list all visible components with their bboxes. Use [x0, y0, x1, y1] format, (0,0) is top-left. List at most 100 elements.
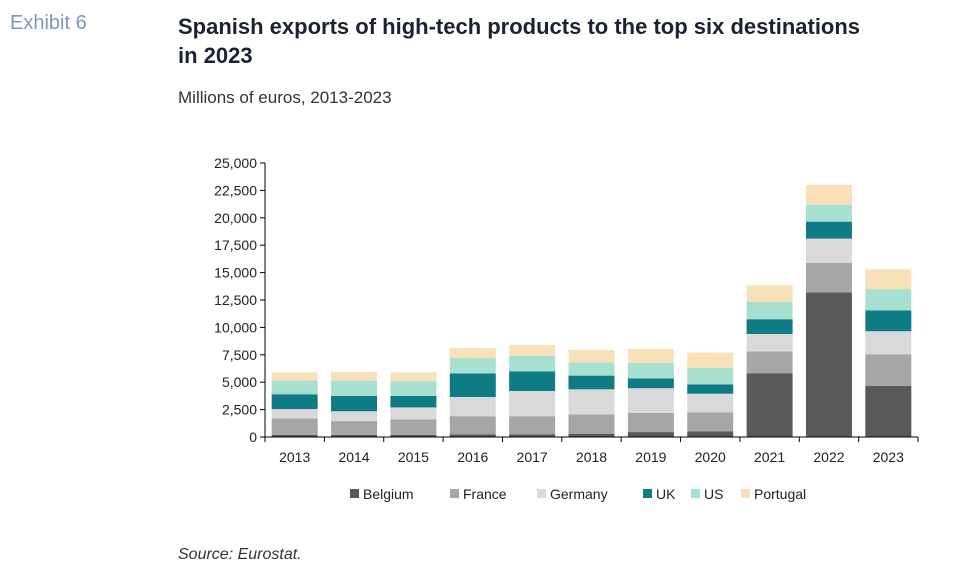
bar-france-2014	[331, 421, 378, 435]
bar-uk-2016	[449, 373, 496, 397]
bar-portugal-2016	[449, 348, 496, 359]
bar-france-2022	[805, 262, 852, 293]
bar-germany-2016	[449, 396, 496, 417]
bar-uk-2014	[331, 395, 378, 412]
bar-france-2016	[449, 416, 496, 435]
bar-uk-2013	[271, 394, 318, 410]
legend-swatch-portugal	[741, 489, 750, 498]
bar-germany-2017	[509, 390, 556, 417]
y-tick-label: 25,000	[214, 155, 257, 171]
bar-portugal-2019	[627, 348, 674, 364]
bar-france-2023	[865, 354, 912, 387]
legend-swatch-us	[691, 489, 700, 498]
x-tick-label: 2019	[635, 449, 666, 465]
bar-germany-2018	[568, 389, 615, 415]
bar-us-2013	[271, 380, 318, 395]
legend-label-portugal: Portugal	[754, 486, 806, 502]
bar-belgium-2018	[568, 433, 615, 437]
bar-germany-2019	[627, 388, 674, 413]
bar-portugal-2015	[390, 372, 437, 382]
bar-us-2018	[568, 362, 615, 376]
bar-us-2017	[509, 355, 556, 372]
bar-uk-2021	[746, 319, 793, 334]
bar-france-2018	[568, 414, 615, 434]
bar-germany-2021	[746, 333, 793, 352]
y-tick-label: 7,500	[222, 347, 257, 363]
bar-portugal-2021	[746, 285, 793, 302]
bar-us-2022	[805, 204, 852, 222]
bar-uk-2018	[568, 375, 615, 390]
y-tick-label: 0	[249, 429, 257, 445]
bar-belgium-2022	[805, 292, 852, 437]
bar-us-2021	[746, 301, 793, 320]
legend-label-belgium: Belgium	[363, 486, 414, 502]
bar-germany-2015	[390, 407, 437, 420]
bar-france-2013	[271, 418, 318, 435]
bar-belgium-2021	[746, 373, 793, 437]
legend-swatch-uk	[643, 489, 652, 498]
x-tick-label: 2014	[338, 449, 369, 465]
x-tick-label: 2017	[517, 449, 548, 465]
x-tick-label: 2015	[398, 449, 429, 465]
bar-portugal-2014	[331, 371, 378, 381]
bar-germany-2014	[331, 411, 378, 422]
x-tick-label: 2018	[576, 449, 607, 465]
y-tick-label: 5,000	[222, 374, 257, 390]
legend-swatch-france	[450, 489, 459, 498]
bar-us-2016	[449, 358, 496, 374]
bar-france-2017	[509, 416, 556, 435]
bar-germany-2020	[687, 393, 734, 413]
bar-belgium-2017	[509, 434, 556, 437]
bar-us-2020	[687, 367, 734, 385]
bar-portugal-2013	[271, 372, 318, 381]
bar-us-2019	[627, 363, 674, 379]
legend-swatch-belgium	[350, 489, 359, 498]
bar-uk-2017	[509, 371, 556, 391]
bar-portugal-2018	[568, 349, 615, 363]
y-tick-label: 17,500	[214, 237, 257, 253]
bar-france-2021	[746, 351, 793, 374]
y-tick-label: 10,000	[214, 319, 257, 335]
chart-subtitle: Millions of euros, 2013-2023	[178, 88, 392, 107]
bar-us-2015	[390, 381, 437, 396]
bar-germany-2013	[271, 409, 318, 419]
y-tick-label: 22,500	[214, 182, 257, 198]
bar-us-2023	[865, 289, 912, 311]
bar-belgium-2016	[449, 434, 496, 437]
bar-uk-2023	[865, 310, 912, 332]
bar-belgium-2015	[390, 434, 437, 437]
bar-germany-2023	[865, 331, 912, 355]
bar-portugal-2020	[687, 352, 734, 368]
bar-uk-2019	[627, 378, 674, 389]
bar-uk-2015	[390, 395, 437, 408]
bar-portugal-2017	[509, 344, 556, 356]
bar-portugal-2023	[865, 269, 912, 290]
exhibit-label: Exhibit 6	[10, 12, 87, 34]
x-tick-label: 2013	[279, 449, 310, 465]
bar-belgium-2023	[865, 386, 912, 437]
source-note: Source: Eurostat.	[178, 546, 302, 563]
x-tick-label: 2021	[754, 449, 785, 465]
bar-france-2019	[627, 412, 674, 433]
bar-germany-2022	[805, 238, 852, 263]
legend-label-uk: UK	[656, 486, 676, 502]
bar-us-2014	[331, 380, 378, 396]
x-tick-label: 2023	[873, 449, 904, 465]
bar-france-2020	[687, 412, 734, 432]
x-tick-label: 2020	[695, 449, 726, 465]
y-tick-label: 12,500	[214, 292, 257, 308]
legend-label-us: US	[704, 486, 723, 502]
bar-belgium-2020	[687, 431, 734, 437]
legend-swatch-germany	[537, 489, 546, 498]
bar-uk-2022	[805, 221, 852, 239]
bar-portugal-2022	[805, 184, 852, 205]
y-tick-label: 2,500	[222, 402, 257, 418]
x-tick-label: 2022	[813, 449, 844, 465]
legend-label-germany: Germany	[550, 486, 608, 502]
chart-title: Spanish exports of high-tech products to…	[178, 14, 861, 68]
bar-uk-2020	[687, 384, 734, 394]
bar-belgium-2014	[331, 434, 378, 437]
bar-belgium-2013	[271, 434, 318, 437]
bar-belgium-2019	[627, 432, 674, 437]
